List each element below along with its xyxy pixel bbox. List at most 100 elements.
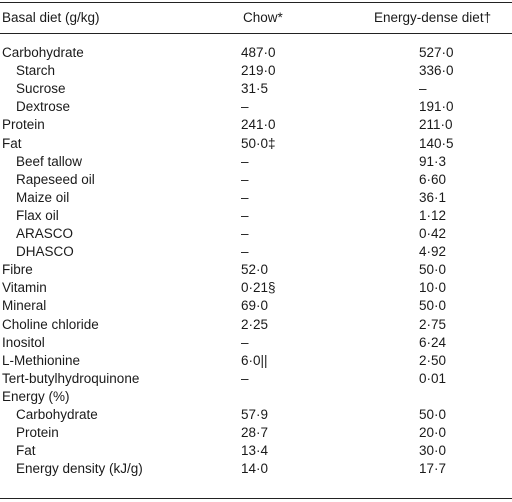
row-label: DHASCO [16,244,74,260]
energy-dense-value: 36·1 [419,189,447,205]
table-row: Energy density (kJ/g) 14·0 17·7 [0,460,512,478]
table-row: Carbohydrate 487·0 527·0 [0,44,512,62]
row-label: L-Methionine [2,352,81,368]
chow-value: – [241,171,249,187]
table-row: Rapeseed oil – 6·60 [0,171,512,189]
chow-value: – [241,334,249,350]
row-label: Protein [16,425,59,441]
chow-value: – [241,153,249,169]
bottom-rule [0,498,512,499]
energy-dense-value: 50·0 [419,298,447,314]
table-row: Choline chloride 2·25 2·75 [0,316,512,334]
energy-dense-value: 211·0 [419,117,453,133]
table-row: Fat 13·4 30·0 [0,442,512,460]
energy-dense-value: 2·50 [419,352,447,368]
row-label: Sucrose [16,81,66,97]
row-label: ARASCO [16,226,74,241]
table-row: Mineral 69·0 50·0 [0,297,512,315]
table-row: Inositol – 6·24 [0,334,512,352]
chow-value: 69·0 [241,298,269,314]
row-label: Choline chloride [2,316,99,332]
chow-value: 52·0 [241,262,269,278]
row-label: Maize oil [16,189,70,205]
energy-dense-value: 527·0 [419,45,454,60]
row-label: Protein [2,117,45,133]
chow-value: 50·0‡ [241,135,276,151]
row-label: Beef tallow [16,153,83,169]
energy-dense-value: – [419,81,427,97]
chow-value: – [241,244,249,260]
row-label: Energy density (kJ/g) [16,461,143,477]
energy-dense-value: 91·3 [419,153,447,169]
row-label: Inositol [2,334,45,350]
table-row: Maize oil – 36·1 [0,189,512,207]
top-rule [0,2,512,3]
header-chow: Chow* [243,10,283,25]
energy-dense-value: 6·24 [419,334,447,350]
chow-value: – [241,370,249,386]
chow-value: 0·21§ [241,280,276,296]
chow-value: 13·4 [241,443,269,459]
table-row: Starch 219·0 336·0 [0,62,512,80]
chow-value: 219·0 [241,63,276,79]
table-row: Flax oil – 1·12 [0,207,512,225]
chow-value: 241·0 [241,117,276,133]
table-row: DHASCO – 4·92 [0,243,512,261]
chow-value: 2·25 [241,316,269,332]
chow-value: 28·7 [241,425,269,441]
row-label: Flax oil [16,207,59,223]
energy-dense-value: 4·92 [419,244,447,260]
energy-dense-value: 10·0 [419,280,447,296]
table-row: Beef tallow – 91·3 [0,153,512,171]
header-energy-dense: Energy-dense diet† [374,10,492,25]
table-row: Protein 241·0 211·0 [0,116,512,134]
chow-value: 487·0 [241,45,276,60]
row-label: Carbohydrate [16,407,98,422]
energy-dense-value: 0·42 [419,226,447,241]
table-row: Energy (%) [0,388,512,406]
energy-dense-value: 50·0 [419,407,447,422]
row-label: Tert-butylhydroquinone [2,370,140,386]
row-label: Fat [2,135,22,151]
row-label: Carbohydrate [2,45,84,60]
table-row: Protein 28·7 20·0 [0,424,512,442]
energy-dense-value: 140·5 [419,135,454,151]
row-label: Fat [16,443,36,459]
energy-dense-value: 0·01 [419,370,447,386]
energy-dense-value: 6·60 [419,171,447,187]
row-label: Mineral [2,298,47,314]
table-row: Tert-butylhydroquinone – 0·01 [0,370,512,388]
table-row: Vitamin 0·21§ 10·0 [0,279,512,297]
chow-value: – [241,189,249,205]
row-label: Energy (%) [2,388,70,404]
row-label: Dextrose [16,99,71,115]
table-row: Fibre 52·0 50·0 [0,261,512,279]
table-row: ARASCO – 0·42 [0,225,512,243]
energy-dense-value: 50·0 [419,262,447,278]
energy-dense-value: 1·12 [419,207,447,223]
header-rule [0,33,512,34]
table-row: Dextrose – 191·0 [0,98,512,116]
energy-dense-value: 2·75 [419,316,447,332]
chow-value: 57·9 [241,407,269,422]
energy-dense-value: 17·7 [419,461,447,477]
table-row: Carbohydrate 57·9 50·0 [0,406,512,424]
chow-value: 14·0 [241,461,269,477]
chow-value: 31·5 [241,81,269,97]
table-row: Sucrose 31·5 – [0,80,512,98]
energy-dense-value: 20·0 [419,425,447,441]
row-label: Vitamin [2,280,47,296]
header-label: Basal diet (g/kg) [2,10,100,25]
chow-value: – [241,99,249,115]
chow-value: – [241,207,249,223]
energy-dense-value: 30·0 [419,443,447,459]
header-row: Basal diet (g/kg) Chow* Energy-dense die… [0,9,512,27]
row-label: Fibre [2,262,33,278]
energy-dense-value: 336·0 [419,63,454,79]
chow-value: 6·0|| [241,352,268,368]
table-row: L-Methionine 6·0|| 2·50 [0,352,512,370]
table-row: Fat 50·0‡ 140·5 [0,135,512,153]
row-label: Rapeseed oil [16,171,95,187]
chow-value: – [241,226,249,241]
row-label: Starch [16,63,56,79]
